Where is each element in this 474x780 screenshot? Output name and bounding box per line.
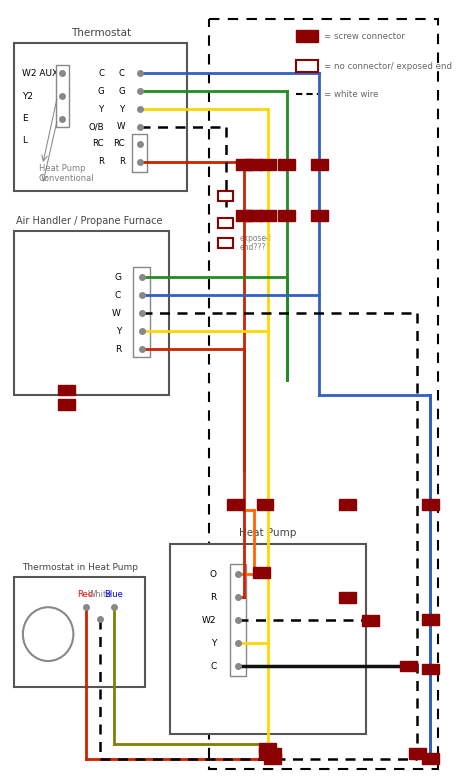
Bar <box>236 210 253 221</box>
Text: Y2: Y2 <box>22 91 33 101</box>
Text: G: G <box>98 87 104 96</box>
Bar <box>259 748 276 759</box>
Bar <box>259 210 276 221</box>
Bar <box>15 43 187 191</box>
Bar <box>246 210 262 221</box>
Text: R: R <box>98 158 104 166</box>
Text: Y: Y <box>99 105 104 114</box>
Text: end???: end??? <box>240 243 266 253</box>
Text: R: R <box>119 158 125 166</box>
Text: Y: Y <box>119 105 125 114</box>
Bar <box>362 615 379 626</box>
Text: G: G <box>114 273 121 282</box>
Text: Conventional: Conventional <box>39 174 94 183</box>
Text: W2 AUX: W2 AUX <box>22 69 58 78</box>
Text: Y: Y <box>211 639 217 647</box>
Bar <box>422 753 439 764</box>
Bar <box>219 218 233 228</box>
Text: W: W <box>116 122 125 132</box>
Bar <box>170 544 366 734</box>
Text: R: R <box>115 345 121 353</box>
Circle shape <box>23 607 73 661</box>
Text: Thermostat in Heat Pump: Thermostat in Heat Pump <box>22 563 138 573</box>
Text: = no connector/ exposed end: = no connector/ exposed end <box>324 62 452 71</box>
Bar <box>259 159 276 170</box>
Text: RC: RC <box>92 140 104 148</box>
Text: G: G <box>118 87 125 96</box>
Text: Thermostat: Thermostat <box>71 28 131 38</box>
Text: exposed: exposed <box>240 233 272 243</box>
Bar <box>227 499 244 510</box>
Bar <box>246 159 262 170</box>
Bar <box>422 499 439 510</box>
Bar <box>400 661 417 672</box>
Text: Heat Pump: Heat Pump <box>39 164 85 173</box>
Text: Heat Pump: Heat Pump <box>239 529 297 538</box>
Bar <box>259 743 276 754</box>
Bar <box>15 577 146 687</box>
Bar <box>209 20 438 768</box>
Text: RC: RC <box>113 140 125 148</box>
Bar <box>236 159 253 170</box>
Bar <box>229 565 246 676</box>
Bar <box>264 753 281 764</box>
Text: W2: W2 <box>202 615 217 625</box>
Bar <box>256 499 273 510</box>
Bar <box>219 191 233 200</box>
Bar <box>311 159 328 170</box>
Bar <box>278 159 295 170</box>
Bar <box>339 499 356 510</box>
Bar <box>296 30 319 42</box>
Bar <box>264 748 281 759</box>
Bar <box>296 60 319 72</box>
Bar <box>422 664 439 675</box>
Text: O: O <box>210 570 217 579</box>
Text: R: R <box>210 593 217 601</box>
Text: W: W <box>112 309 121 317</box>
Text: Air Handler / Propane Furnace: Air Handler / Propane Furnace <box>16 215 163 225</box>
Bar <box>409 748 426 759</box>
Bar <box>339 592 356 603</box>
Text: E: E <box>22 115 27 123</box>
Text: O/B: O/B <box>89 122 104 132</box>
Text: L: L <box>22 136 27 145</box>
Text: Y: Y <box>116 327 121 335</box>
Bar <box>133 268 150 357</box>
Text: C: C <box>119 69 125 78</box>
Text: = screw connector: = screw connector <box>324 32 405 41</box>
Bar <box>422 614 439 625</box>
Bar <box>55 66 69 127</box>
Text: White: White <box>87 590 112 599</box>
Text: = white wire: = white wire <box>324 90 378 98</box>
Text: Red: Red <box>77 590 93 599</box>
Text: C: C <box>210 661 217 671</box>
Bar <box>253 567 270 578</box>
Text: C: C <box>115 291 121 300</box>
Bar <box>311 210 328 221</box>
Bar <box>132 134 147 172</box>
Bar <box>278 210 295 221</box>
Bar <box>219 238 233 247</box>
Text: Blue: Blue <box>104 590 123 599</box>
Bar <box>58 399 75 410</box>
Bar <box>58 385 75 395</box>
Text: C: C <box>98 69 104 78</box>
Bar <box>15 231 169 395</box>
